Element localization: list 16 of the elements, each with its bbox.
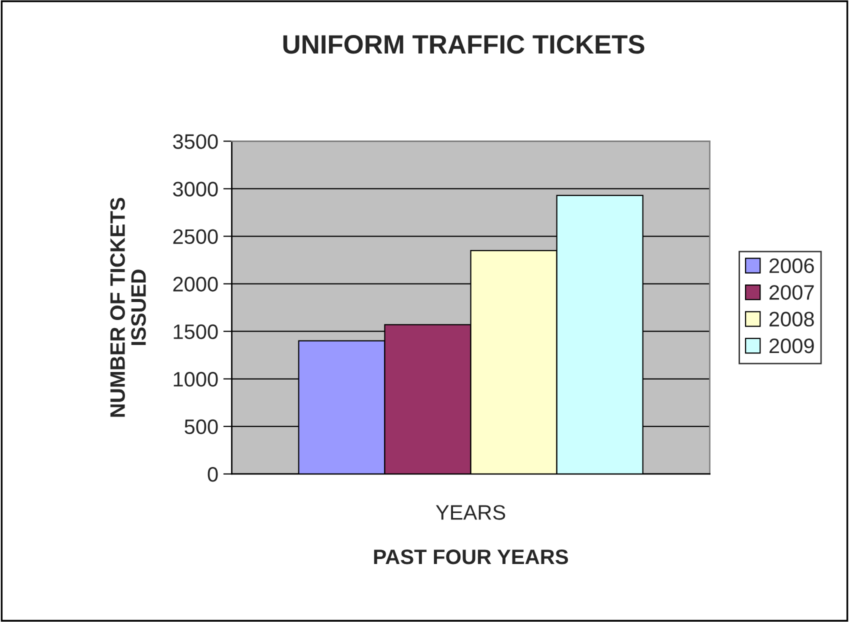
x-tick-label: YEARS <box>436 505 506 520</box>
legend-label: 2007 <box>770 285 814 300</box>
y-tick-label: 3000 <box>173 182 218 196</box>
y-axis-title: NUMBER OF TICKETS ISSUED <box>110 198 146 417</box>
x-axis-title: PAST FOUR YEARS <box>374 549 568 564</box>
chart-title: UNIFORM TRAFFIC TICKETS <box>283 35 644 54</box>
legend-label: 2008 <box>770 312 814 327</box>
y-tick-label: 500 <box>184 419 218 434</box>
y-tick-label: 0 <box>208 466 218 482</box>
y-tick-label: 2000 <box>173 276 218 292</box>
legend-label: 2006 <box>770 258 814 274</box>
y-tick-label: 3500 <box>173 134 218 149</box>
y-tick-label: 1000 <box>174 372 218 387</box>
y-tick-label: 2500 <box>173 229 218 244</box>
y-tick-label: 1500 <box>174 324 218 340</box>
legend-label: 2009 <box>770 338 814 354</box>
